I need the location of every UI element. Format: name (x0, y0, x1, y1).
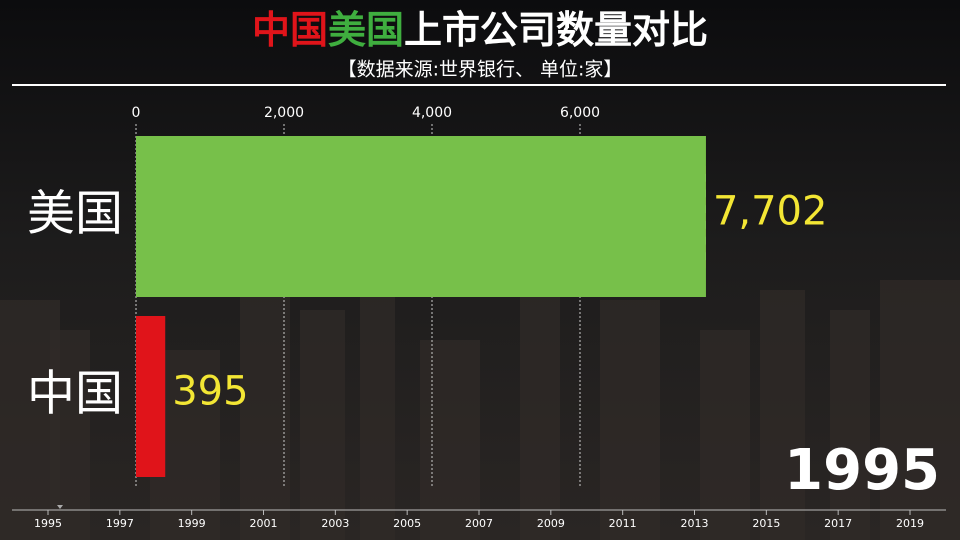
timeline-label: 2005 (393, 517, 421, 530)
value-label: 395 (172, 369, 248, 415)
chart-subtitle: 【数据来源:世界银行、 单位:家】 (338, 59, 623, 81)
bar (136, 316, 166, 477)
timeline-label: 2009 (537, 517, 565, 530)
title-part: 美国 (328, 8, 404, 52)
timeline-label: 2015 (752, 517, 780, 530)
bar (136, 136, 706, 297)
building (600, 300, 660, 540)
timeline-marker (57, 505, 63, 509)
x-tick-label: 6,000 (560, 105, 600, 121)
chart-title: 中国美国上市公司数量对比 (252, 8, 708, 52)
building (300, 310, 345, 540)
category-label: 中国 (27, 366, 123, 422)
timeline-label: 2019 (896, 517, 924, 530)
x-tick-label: 2,000 (264, 105, 304, 121)
timeline-label: 1997 (106, 517, 134, 530)
timeline-label: 2003 (321, 517, 349, 530)
x-tick-label: 0 (132, 105, 141, 121)
timeline-label: 2011 (609, 517, 637, 530)
timeline-label: 1995 (34, 517, 62, 530)
x-tick-label: 4,000 (412, 105, 452, 121)
timeline-label: 2017 (824, 517, 852, 530)
timeline-label: 2001 (250, 517, 278, 530)
city-silhouette (0, 260, 960, 540)
timeline-label: 2007 (465, 517, 493, 530)
title-part: 上市公司数量对比 (404, 8, 708, 52)
building (700, 330, 750, 540)
building (240, 270, 290, 540)
building (880, 280, 960, 540)
building (360, 290, 395, 540)
category-label: 美国 (27, 186, 123, 242)
value-label: 7,702 (713, 189, 828, 235)
timeline-label: 1999 (178, 517, 206, 530)
title-part: 中国 (252, 8, 328, 52)
year-label: 1995 (784, 438, 940, 503)
timeline-label: 2013 (681, 517, 709, 530)
building (830, 310, 870, 540)
building (420, 340, 480, 540)
building (50, 330, 90, 540)
building (760, 290, 805, 540)
building (520, 260, 560, 540)
